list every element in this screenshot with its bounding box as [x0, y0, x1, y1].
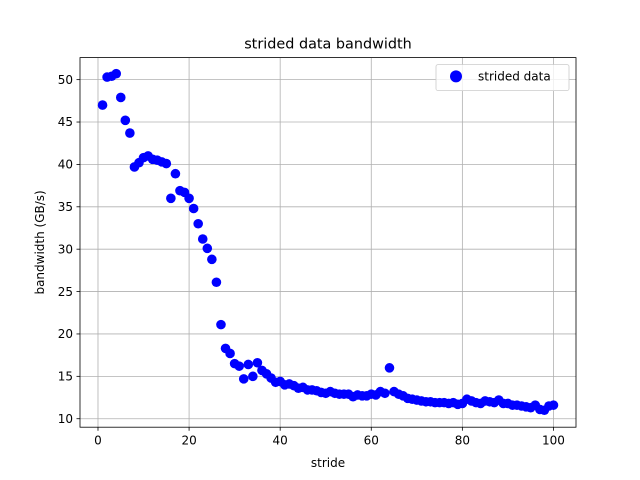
data-point [115, 92, 126, 103]
data-point [166, 193, 176, 204]
data-point [170, 168, 181, 179]
y-tick-label: 35 [58, 200, 73, 214]
grid [80, 57, 576, 428]
data-point [207, 254, 217, 265]
legend-marker [450, 70, 462, 83]
y-tick-label: 10 [58, 412, 73, 426]
x-tick-label: 100 [542, 434, 565, 448]
data-point [225, 348, 235, 359]
x-tick-label: 0 [94, 434, 102, 448]
data-point [188, 203, 199, 214]
data-points [97, 68, 559, 416]
y-tick-label: 20 [58, 327, 73, 341]
data-point [197, 234, 208, 244]
legend: strided data [435, 64, 570, 91]
x-axis-label: stride [311, 456, 345, 470]
legend-label: strided data [478, 70, 551, 84]
plot-frame [79, 57, 577, 428]
y-tick-label: 25 [58, 285, 73, 299]
data-point [211, 277, 222, 288]
data-point [193, 218, 203, 229]
data-point [238, 374, 249, 384]
data-point [380, 388, 390, 399]
y-tick-label: 30 [58, 242, 73, 256]
data-point [184, 193, 194, 204]
data-point [97, 100, 108, 110]
data-point [216, 319, 226, 330]
data-point [384, 363, 395, 373]
data-point [548, 400, 559, 410]
data-point [161, 158, 172, 169]
y-tick-label: 50 [58, 73, 73, 87]
data-point [252, 357, 263, 368]
y-tick-label: 15 [58, 370, 73, 384]
y-tick-label: 45 [58, 115, 73, 129]
data-point [125, 128, 135, 138]
chart-title: strided data bandwidth [244, 37, 412, 53]
data-point [202, 243, 213, 254]
x-tick-label: 40 [273, 434, 288, 448]
data-point [120, 115, 131, 126]
y-axis-label: bandwidth (GB/s) [33, 190, 47, 294]
data-point [111, 68, 122, 79]
axis-ticks: 0 20 40 60 80 100 10 15 20 25 30 35 40 45 50 [58, 73, 565, 448]
x-tick-label: 80 [455, 434, 470, 448]
x-tick-label: 20 [181, 434, 196, 448]
y-tick-label: 40 [58, 158, 73, 172]
data-point [234, 361, 244, 371]
data-point [243, 359, 254, 370]
legend-box [435, 64, 570, 91]
x-tick-label: 60 [364, 434, 379, 448]
data-point [248, 371, 258, 382]
